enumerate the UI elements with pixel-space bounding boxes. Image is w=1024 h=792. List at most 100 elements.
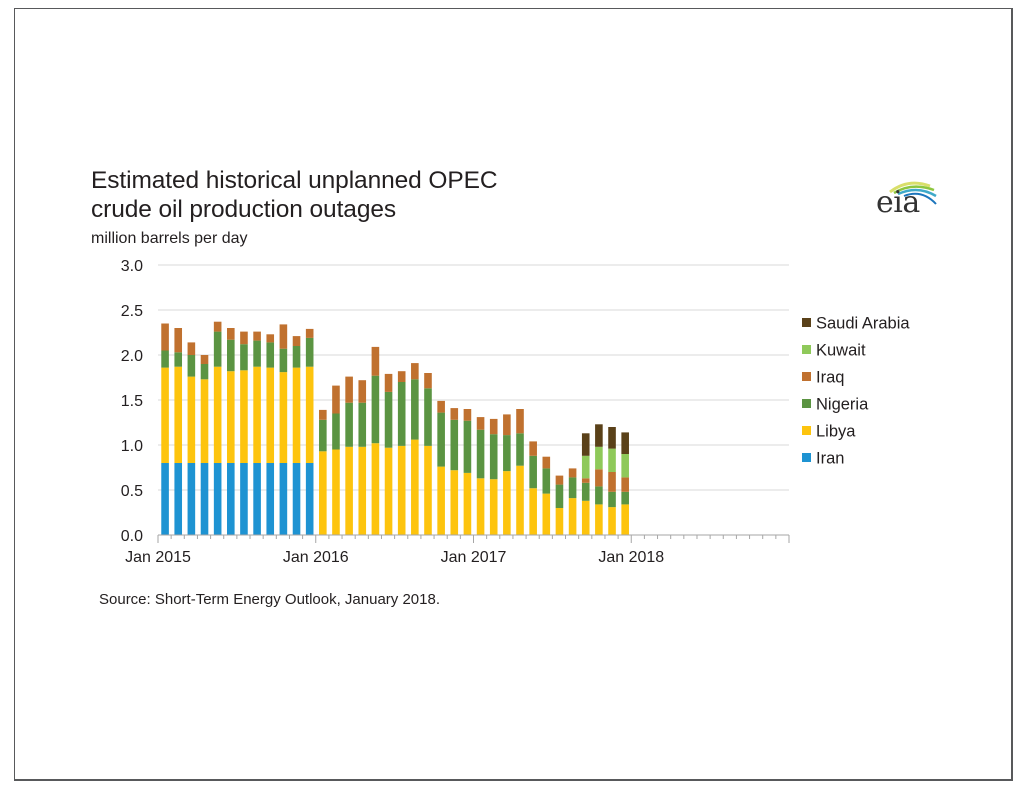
legend-label: Iraq xyxy=(816,369,844,387)
bar-segment-iraq xyxy=(608,472,616,492)
bar-segment-iran xyxy=(187,463,196,535)
bar-stack xyxy=(253,331,261,535)
chart-title-line-1: Estimated historical unplanned OPEC xyxy=(91,167,498,194)
x-tick-label: Jan 2018 xyxy=(598,549,664,566)
bar-segment-nigeria xyxy=(397,382,406,446)
bar-segment-iraq xyxy=(371,346,380,376)
y-axis: 0.0 0.5 1.0 1.5 2.0 2.5 3.0 xyxy=(121,258,143,545)
x-tick-label: Jan 2016 xyxy=(283,549,349,566)
bar-stack xyxy=(450,408,459,535)
eia-logo-swoosh-icon xyxy=(889,181,937,205)
bar-segment-kuwait xyxy=(595,446,603,470)
bar-segment-iraq xyxy=(529,441,537,456)
bar-stack xyxy=(542,456,551,535)
bar-segment-iraq xyxy=(174,328,183,353)
legend-item-nigeria: Nigeria xyxy=(802,396,869,414)
bar-segment-nigeria xyxy=(424,388,432,446)
bar-segment-iran xyxy=(227,463,235,535)
bar-stack xyxy=(200,355,209,535)
bar-segment-libya xyxy=(227,371,235,463)
bar-segment-libya xyxy=(489,479,498,535)
bar-segment-iran xyxy=(305,463,314,535)
bar-segment-iraq xyxy=(411,363,419,380)
bar-segment-libya xyxy=(476,478,485,535)
bar-segment-libya xyxy=(555,508,564,535)
bar-segment-nigeria xyxy=(516,433,524,466)
bar-segment-iran xyxy=(266,463,275,535)
bar-segment-iraq xyxy=(345,376,353,403)
bar-segment-nigeria xyxy=(555,484,564,508)
bar-segment-iraq xyxy=(200,355,209,364)
bar-segment-libya xyxy=(161,367,169,463)
bar-segment-nigeria xyxy=(608,491,616,508)
bar-segment-libya xyxy=(463,472,472,535)
bar-segment-iraq xyxy=(516,409,524,434)
legend-swatch xyxy=(802,318,811,327)
legend-swatch xyxy=(802,399,811,408)
gridlines xyxy=(158,264,789,491)
bar-segment-libya xyxy=(174,366,183,463)
bar-stack xyxy=(227,328,235,535)
bar-segment-iran xyxy=(279,463,288,535)
bar-stack xyxy=(489,418,498,535)
bar-stack xyxy=(358,380,367,535)
bar-segment-libya xyxy=(332,449,340,535)
bar-stack xyxy=(161,323,169,535)
bar-segment-iraq xyxy=(227,328,235,340)
legend-label: Nigeria xyxy=(816,396,869,414)
bar-stack xyxy=(595,424,603,535)
bar-stack xyxy=(621,432,629,535)
bar-segment-iran xyxy=(292,463,301,535)
bar-segment-iran xyxy=(253,463,261,535)
bar-segment-nigeria xyxy=(529,455,537,489)
legend-label: Kuwait xyxy=(816,342,866,360)
bar-segment-iraq xyxy=(595,469,603,487)
bar-segment-nigeria xyxy=(489,434,498,480)
bar-segment-libya xyxy=(568,498,577,535)
bar-stack xyxy=(411,363,419,535)
legend-label: Saudi Arabia xyxy=(816,315,910,333)
bar-segment-saudi-arabia xyxy=(621,432,629,454)
x-tick-label: Jan 2015 xyxy=(125,549,191,566)
legend-item-iraq: Iraq xyxy=(802,369,844,387)
bar-segment-libya xyxy=(608,507,616,535)
bar-stack xyxy=(279,324,288,535)
bar-segment-iraq xyxy=(266,334,275,343)
bar-segment-nigeria xyxy=(187,355,196,377)
legend-label: Iran xyxy=(816,450,844,468)
bar-segment-nigeria xyxy=(240,344,248,371)
bar-segment-libya xyxy=(397,445,406,535)
y-tick-label: 0.5 xyxy=(121,483,143,500)
bar-segment-nigeria xyxy=(292,346,301,368)
bar-stack xyxy=(305,328,314,535)
bar-segment-saudi-arabia xyxy=(581,433,590,456)
bar-segment-iraq xyxy=(568,468,577,478)
bar-segment-saudi-arabia xyxy=(608,427,616,449)
bar-segment-saudi-arabia xyxy=(595,424,603,447)
bar-segment-nigeria xyxy=(463,420,472,473)
bar-segment-iraq xyxy=(503,414,511,436)
units-label: million barrels per day xyxy=(91,230,248,247)
bar-segment-nigeria xyxy=(384,391,393,448)
bar-segment-nigeria xyxy=(503,435,511,472)
bar-segment-iraq xyxy=(555,475,564,485)
bar-segment-nigeria xyxy=(568,477,577,499)
bar-stack xyxy=(555,475,564,535)
bar-segment-libya xyxy=(358,446,367,535)
y-tick-label: 2.5 xyxy=(121,303,143,320)
bar-stack xyxy=(516,409,524,535)
bar-segment-iraq xyxy=(397,371,406,382)
bar-segment-libya xyxy=(292,367,301,463)
bar-segment-nigeria xyxy=(266,342,275,368)
bar-stack xyxy=(345,376,353,535)
bar-segment-nigeria xyxy=(253,340,261,367)
legend-item-libya: Libya xyxy=(802,423,856,441)
bar-stack xyxy=(213,321,222,535)
bar-segment-iraq xyxy=(476,417,485,430)
bar-segment-iraq xyxy=(305,328,314,338)
bar-stack xyxy=(319,409,327,535)
bar-segment-libya xyxy=(581,500,590,535)
bar-segment-nigeria xyxy=(279,348,288,373)
bar-segment-libya xyxy=(279,372,288,463)
